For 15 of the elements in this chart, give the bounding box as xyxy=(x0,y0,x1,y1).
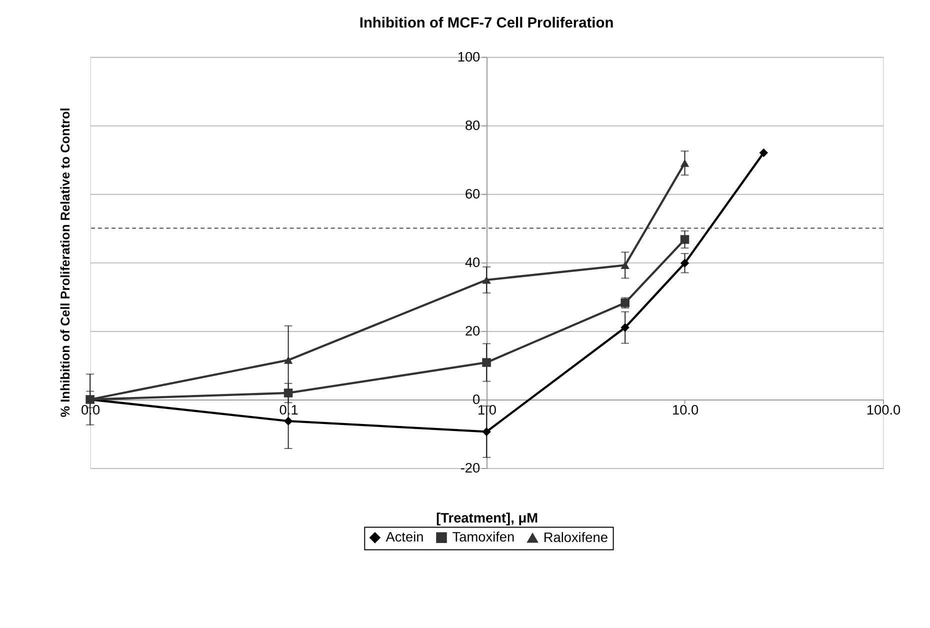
y-tick-label: 60 xyxy=(464,186,481,202)
chart-title: Inhibition of MCF-7 Cell Proliferation xyxy=(359,15,614,32)
y-tick-label: 40 xyxy=(464,254,481,270)
y-axis-title: % Inhibition of Cell Proliferation Relative to Control xyxy=(58,108,73,418)
legend-label: Actein xyxy=(386,530,424,545)
x-tick-label: 100.0 xyxy=(866,402,902,418)
x-tick-label: 10.0 xyxy=(672,402,699,418)
x-axis-title: [Treatment], μM xyxy=(436,510,538,526)
y-tick-label: 0 xyxy=(472,392,481,407)
legend-label: Raloxifene xyxy=(543,530,608,545)
y-tick-label: 80 xyxy=(464,118,481,133)
legend-label: Tamoxifen xyxy=(452,530,515,545)
y-tick-label: 20 xyxy=(464,323,481,338)
y-tick-label: -20 xyxy=(460,460,481,476)
y-tick-label: 100 xyxy=(457,49,481,64)
